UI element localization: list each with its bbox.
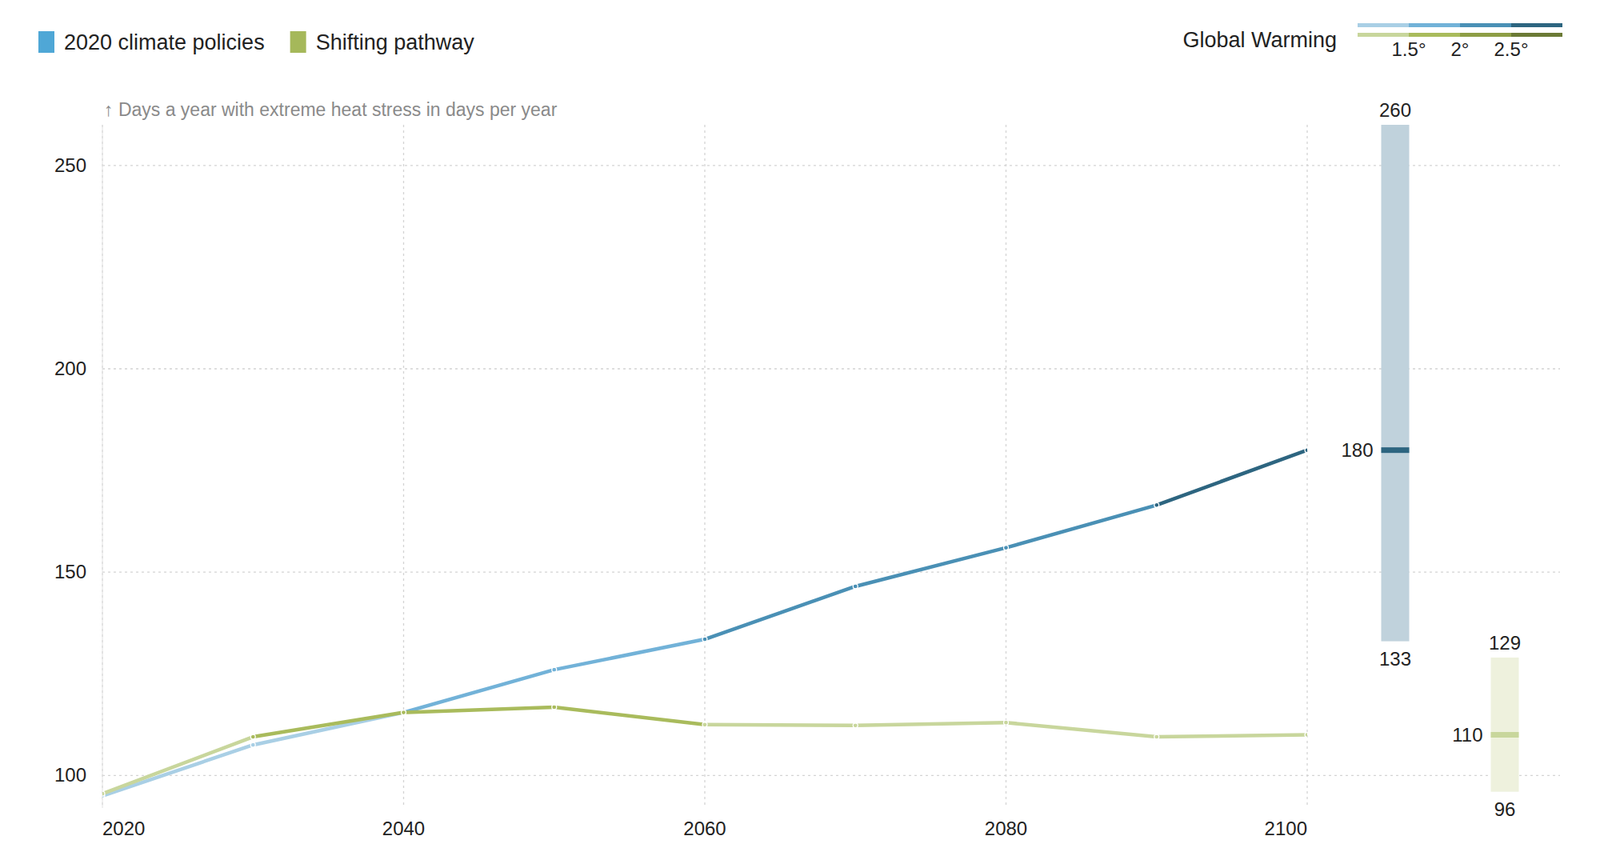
point-marker [401, 710, 407, 716]
legend-label: 2020 climate policies [64, 30, 265, 55]
y-axis-line [102, 124, 104, 808]
point-marker [1304, 732, 1308, 738]
point-marker [702, 722, 708, 728]
warming-band [1357, 23, 1409, 28]
point-marker [552, 704, 557, 710]
plot-area [102, 448, 1308, 799]
warming-band [1460, 32, 1512, 37]
range-band [1491, 657, 1520, 792]
warming-band [1511, 32, 1563, 37]
line-segment [1006, 504, 1157, 548]
warming-legend: Global Warming 1.5° 2° 2.5° [1182, 23, 1563, 60]
point-marker [1154, 502, 1160, 508]
y-tick-label: 100 [54, 764, 87, 786]
range-value [1491, 732, 1520, 738]
legend-swatch [38, 31, 55, 53]
warming-band [1357, 32, 1409, 37]
x-tick-label: 2040 [382, 817, 425, 840]
chart: 100 150 200 250 2020 2040 2060 2080 2100 ↑ Days a… [0, 0, 1600, 864]
point-marker [1154, 734, 1160, 740]
warming-tick-label: 2° [1451, 38, 1470, 60]
range-value [1381, 447, 1410, 453]
x-grid-line [101, 124, 103, 808]
line-segment [554, 707, 705, 725]
x-grid-line [403, 124, 404, 808]
y-grid-line [102, 368, 1560, 369]
range-bar: 260 133 180 [1340, 99, 1412, 670]
series-line [102, 448, 1308, 799]
y-tick-label: 200 [54, 357, 87, 380]
warming-tick-label: 1.5° [1392, 38, 1427, 60]
y-grid-line [102, 775, 1560, 776]
x-grid-line [1005, 124, 1007, 808]
x-tick-label: 2060 [683, 817, 726, 840]
line-segment [855, 722, 1006, 726]
point-marker [102, 791, 105, 796]
point-marker [250, 742, 256, 748]
legend: 2020 climate policies Shifting pathway [38, 30, 475, 55]
series-line [102, 704, 1308, 796]
y-axis-title: ↑ Days a year with extreme heat stress i… [104, 99, 558, 120]
warming-legend-title: Global Warming [1182, 28, 1337, 52]
range-band [1381, 124, 1410, 642]
point-marker [852, 584, 858, 589]
line-segment [252, 712, 404, 746]
y-grid-line [102, 572, 1560, 573]
y-grid-line [102, 164, 1560, 166]
x-tick-label: 2020 [102, 817, 145, 840]
line-segment [404, 669, 555, 712]
point-marker [1304, 448, 1308, 453]
line-segment [102, 744, 253, 796]
x-tick-label: 2100 [1264, 817, 1308, 840]
range-bar: 129 96 110 [1452, 632, 1521, 820]
range-high-label: 260 [1379, 99, 1412, 121]
warming-tick-label: 2.5° [1494, 38, 1529, 60]
point-marker [852, 723, 858, 728]
point-marker [1004, 545, 1009, 551]
line-segment [704, 586, 856, 640]
line-segment [855, 548, 1006, 587]
x-grid-line [1306, 124, 1308, 808]
line-segment [554, 639, 705, 670]
line-segment [252, 712, 404, 738]
line-segment [1156, 450, 1308, 506]
warming-band [1460, 23, 1512, 28]
range-low-label: 96 [1494, 798, 1516, 820]
range-value-label: 110 [1452, 724, 1483, 746]
legend-label: Shifting pathway [316, 30, 476, 55]
point-marker [250, 734, 256, 740]
warming-band [1408, 23, 1460, 28]
warming-band [1408, 32, 1460, 37]
line-segment [1156, 735, 1308, 738]
warming-band [1511, 23, 1563, 28]
line-segment [704, 724, 856, 726]
grid [102, 124, 1560, 808]
range-high-label: 129 [1488, 632, 1521, 654]
y-tick-label: 250 [54, 154, 87, 176]
point-marker [552, 667, 557, 672]
x-grid-line [704, 124, 705, 808]
range-low-label: 133 [1379, 648, 1412, 670]
line-segment [102, 736, 253, 794]
legend-swatch [290, 31, 307, 53]
point-marker [1004, 720, 1009, 725]
y-tick-label: 150 [54, 560, 87, 583]
range-value-label: 180 [1340, 439, 1373, 461]
line-segment [404, 707, 555, 713]
x-tick-label: 2080 [984, 817, 1028, 840]
line-segment [1006, 722, 1157, 737]
point-marker [702, 636, 708, 642]
